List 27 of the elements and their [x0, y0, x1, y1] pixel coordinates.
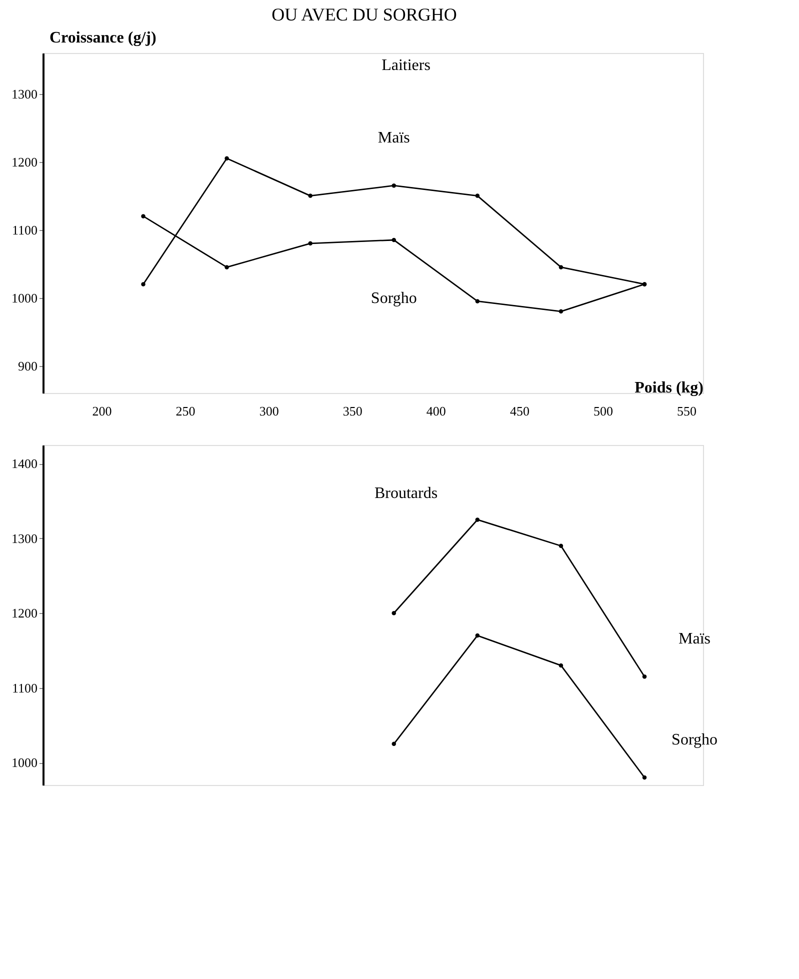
x-tick-label: 200 [92, 404, 112, 418]
text: Sorgho [672, 732, 718, 749]
x-tick-label: 300 [259, 404, 279, 418]
y-tick-label: 1400 [12, 456, 38, 472]
x-tick-label: 400 [426, 404, 446, 418]
x-tick-label: 250 [176, 404, 196, 418]
text: Broutards [374, 485, 438, 502]
y-tick-label: 1000 [12, 290, 38, 306]
y-tick-label: 1100 [12, 680, 38, 696]
y-tick-label: 1200 [12, 154, 38, 170]
y-tick-label: 1300 [12, 86, 38, 102]
y-tick-label: 1000 [12, 755, 38, 770]
y-axis-title: Croissance (g/j) [50, 30, 156, 46]
text: Maïs [678, 630, 711, 648]
x-tick-label: 450 [510, 404, 530, 418]
x-tick-label: 350 [342, 404, 362, 418]
series-label: Sorgho [370, 290, 417, 307]
chart-title: Laitiers [382, 57, 430, 74]
text: OU AVEC DU SORGHO [272, 4, 457, 24]
x-tick-label: 500 [593, 404, 613, 418]
y-tick-label: 900 [18, 358, 38, 374]
y-tick-label: 1300 [12, 530, 38, 546]
x-tick-label: 550 [677, 404, 697, 418]
x-axis-title: Poids (kg) [634, 380, 704, 396]
text: Maïs [378, 130, 410, 147]
y-tick-label: 1100 [12, 222, 38, 238]
y-tick-label: 1200 [12, 606, 38, 621]
